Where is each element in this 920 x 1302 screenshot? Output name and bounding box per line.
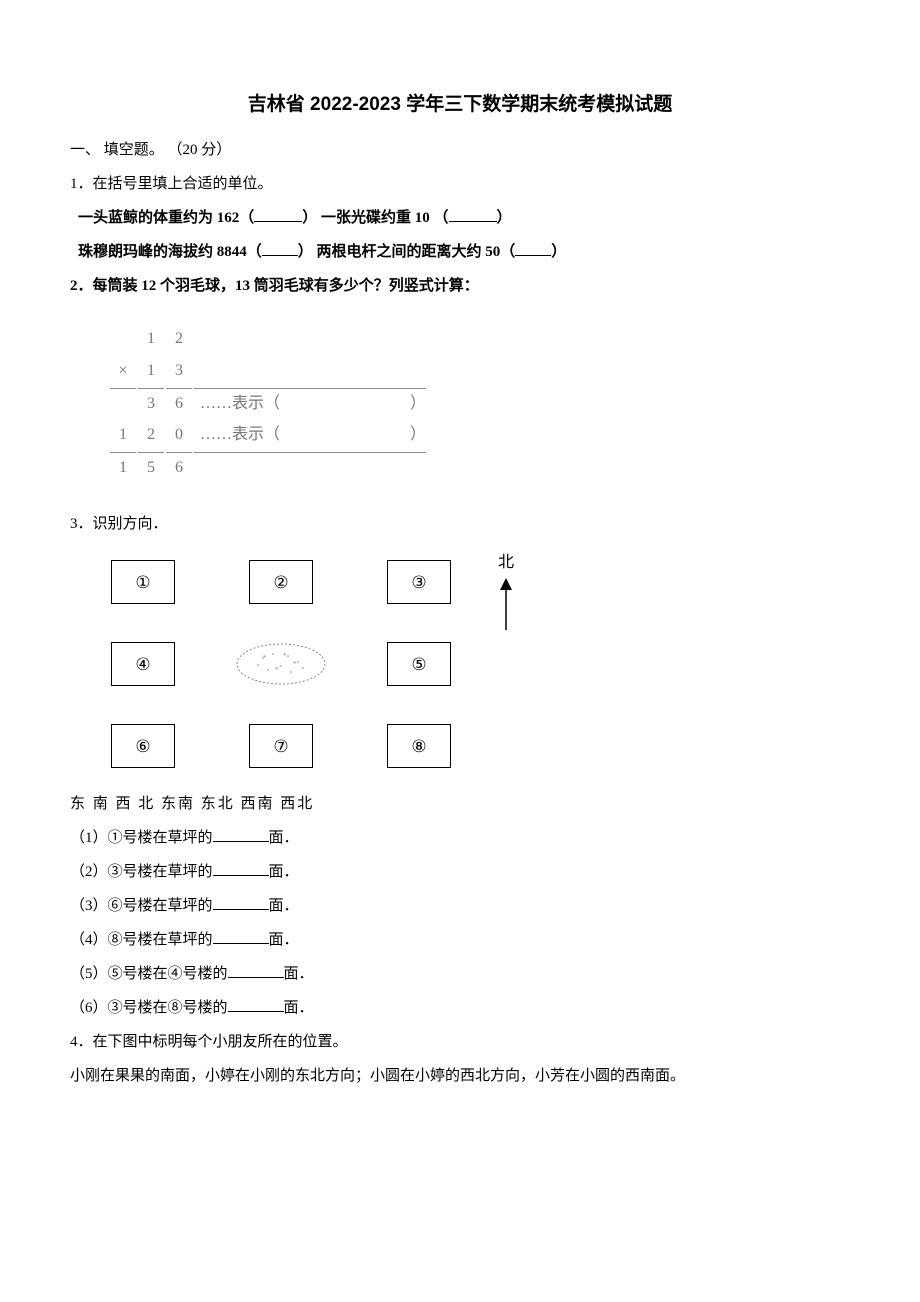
q1-blank-2[interactable] xyxy=(449,207,497,222)
vmul-c xyxy=(110,324,136,354)
vmul-c: 2 xyxy=(138,420,164,450)
q3-cell-8: ⑧ xyxy=(387,724,451,768)
q3-tail: 面． xyxy=(284,966,314,982)
q1-l1a: 一头蓝鲸的体重约为 162（ xyxy=(78,210,254,226)
svg-text:*: * xyxy=(283,652,287,660)
q3-grid: ① ② ③ ④ * * * * ⑤ ⑥ ⑦ ⑧ xyxy=(88,550,474,778)
q2-stem: 2．每筒装 12 个羽毛球，13 筒羽毛球有多少个？列竖式计算： xyxy=(70,274,850,298)
q3-tail: 面． xyxy=(269,830,299,846)
q1-l2b: ） 两根电杆之间的距离大约 50（ xyxy=(298,244,516,260)
q3-cell-7: ⑦ xyxy=(249,724,313,768)
vmul-note-b: ） xyxy=(410,395,426,412)
vmul-row-2: × 1 3 xyxy=(110,356,426,386)
q3-sub-2: （2）③号楼在草坪的 面． xyxy=(70,860,850,884)
q3-sub-3: （3）⑥号楼在草坪的 面． xyxy=(70,894,850,918)
q3-sub-text: （4）⑧号楼在草坪的 xyxy=(70,932,213,948)
q3-blank-1[interactable] xyxy=(213,827,269,842)
q3-sub-text: （1）①号楼在草坪的 xyxy=(70,830,213,846)
q3-blank-6[interactable] xyxy=(228,997,284,1012)
q3-sub-text: （3）⑥号楼在草坪的 xyxy=(70,898,213,914)
q3-sub-text: （2）③号楼在草坪的 xyxy=(70,864,213,880)
vmul-row-1: 1 2 xyxy=(110,324,426,354)
q3-north-indicator: 北 xyxy=(496,550,516,632)
q3-cell-1: ① xyxy=(111,560,175,604)
q1-line1: 一头蓝鲸的体重约为 162（ ） 一张光碟约重 10 （ ） xyxy=(70,206,850,230)
q1-blank-4[interactable] xyxy=(515,241,551,256)
q3-sub-4: （4）⑧号楼在草坪的 面． xyxy=(70,928,850,952)
q3-sub-1: （1）①号楼在草坪的 面． xyxy=(70,826,850,850)
q3-sub-5: （5）⑤号楼在④号楼的 面． xyxy=(70,962,850,986)
q3-tail: 面． xyxy=(269,932,299,948)
vmul-c: 1 xyxy=(138,356,164,386)
q4-stem: 4．在下图中标明每个小朋友所在的位置。 xyxy=(70,1030,850,1054)
q3-north-label: 北 xyxy=(498,550,514,576)
vmul-c: 1 xyxy=(110,420,136,450)
vmul-note-b: ） xyxy=(410,426,426,443)
q3-cell-3: ③ xyxy=(387,560,451,604)
vmul-row-4: 1 2 0 ……表示（ ） xyxy=(110,420,426,450)
q3-sub-text: （6）③号楼在⑧号楼的 xyxy=(70,1000,228,1016)
q1-l1b: ） 一张光碟约重 10 （ xyxy=(302,210,448,226)
q1-blank-3[interactable] xyxy=(262,241,298,256)
page-title: 吉林省 2022-2023 学年三下数学期末统考模拟试题 xyxy=(70,90,850,120)
q3-blank-2[interactable] xyxy=(213,861,269,876)
vmul-note-a: ……表示（ xyxy=(200,426,280,443)
q1-blank-1[interactable] xyxy=(254,207,302,222)
svg-text:*: * xyxy=(263,654,267,662)
vmul-c xyxy=(110,388,136,419)
q3-cell-4: ④ xyxy=(111,642,175,686)
vmul-c: 0 xyxy=(166,420,192,450)
vmul-c: 1 xyxy=(110,452,136,483)
vmul-c: 3 xyxy=(138,388,164,419)
vmul-note-a: ……表示（ xyxy=(200,395,280,412)
vmul-row-3: 3 6 ……表示（ ） xyxy=(110,388,426,419)
vmul-c: 6 xyxy=(166,388,192,419)
vmul-c: 3 xyxy=(166,356,192,386)
q3-blank-5[interactable] xyxy=(228,963,284,978)
q3-lawn: * * * * xyxy=(233,640,329,688)
q3-sub-6: （6）③号楼在⑧号楼的 面． xyxy=(70,996,850,1020)
q3-tail: 面． xyxy=(269,898,299,914)
vmul-c: 5 xyxy=(138,452,164,483)
q3-sub-text: （5）⑤号楼在④号楼的 xyxy=(70,966,228,982)
section-1-heading: 一、 填空题。 （20 分） xyxy=(70,138,850,162)
vmul-c: 1 xyxy=(138,324,164,354)
q1-l2a: 珠穆朗玛峰的海拔约 8844（ xyxy=(78,244,262,260)
q3-tail: 面． xyxy=(269,864,299,880)
q1-l2c: ） xyxy=(551,244,566,260)
q3-blank-3[interactable] xyxy=(213,895,269,910)
q3-stem: 3．识别方向． xyxy=(70,512,850,536)
arrow-up-icon xyxy=(496,578,516,632)
q1-l1c: ） xyxy=(497,210,512,226)
vmul-row-5: 1 5 6 xyxy=(110,452,426,483)
q3-cell-2: ② xyxy=(249,560,313,604)
q3-blank-4[interactable] xyxy=(213,929,269,944)
q3-tail: 面． xyxy=(284,1000,314,1016)
svg-text:*: * xyxy=(293,660,297,668)
q3-cell-6: ⑥ xyxy=(111,724,175,768)
vmul-c: × xyxy=(110,356,136,386)
svg-text:*: * xyxy=(275,666,279,674)
q1-line2: 珠穆朗玛峰的海拔约 8844（ ） 两根电杆之间的距离大约 50（ ） xyxy=(70,240,850,264)
q3-diagram: ① ② ③ ④ * * * * ⑤ ⑥ ⑦ ⑧ 北 xyxy=(88,550,850,778)
q2-vertical-multiplication: 1 2 × 1 3 3 6 ……表示（ ） 1 2 0 ……表示（ ） 1 5 6 xyxy=(108,322,428,484)
q4-body: 小刚在果果的南面，小婷在小刚的东北方向；小圆在小婷的西北方向，小芳在小圆的西南面… xyxy=(70,1064,850,1088)
q1-stem: 1．在括号里填上合适的单位。 xyxy=(70,172,850,196)
vmul-c: 6 xyxy=(166,452,192,483)
vmul-c: 2 xyxy=(166,324,192,354)
q3-options: 东 南 西 北 东南 东北 西南 西北 xyxy=(70,792,850,816)
q3-cell-5: ⑤ xyxy=(387,642,451,686)
